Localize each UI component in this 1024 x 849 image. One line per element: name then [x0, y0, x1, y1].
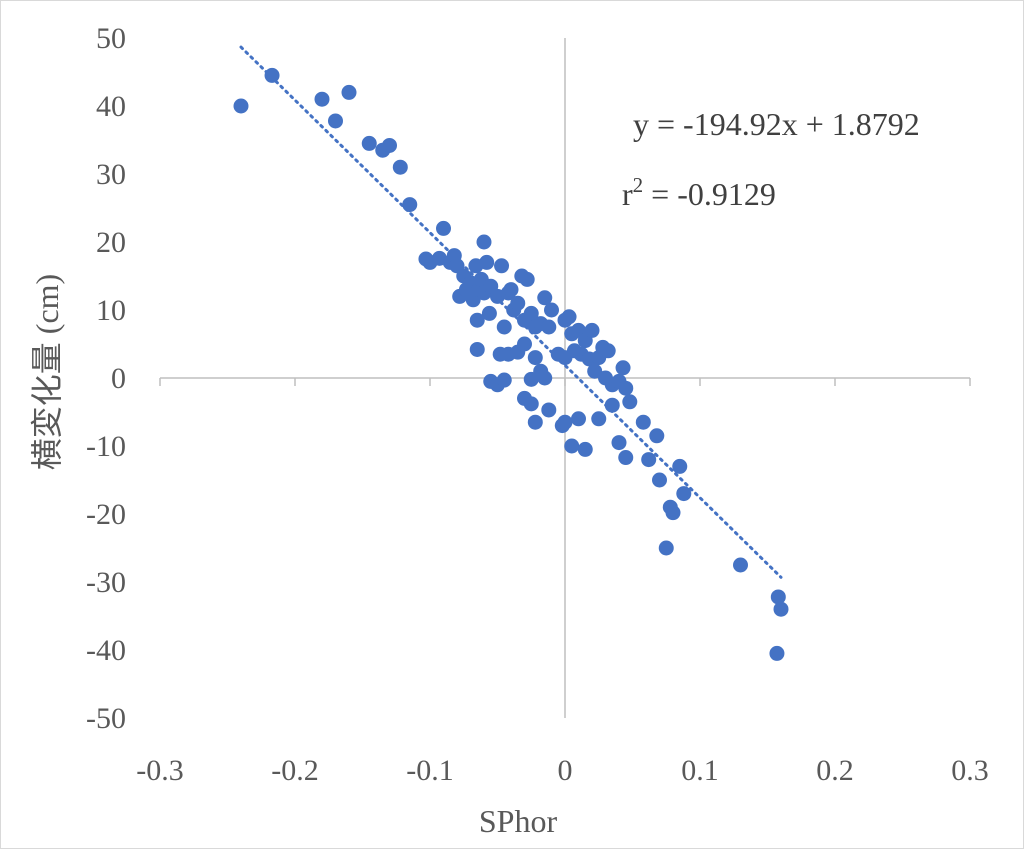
data-point	[519, 271, 535, 287]
y-tick-label: 10	[96, 294, 126, 327]
x-tick-label: 0.1	[681, 754, 719, 787]
data-point	[523, 396, 539, 412]
y-tick-label: 30	[96, 158, 126, 191]
data-point	[264, 67, 280, 83]
data-point	[382, 137, 397, 153]
data-point	[469, 312, 485, 328]
data-point	[571, 411, 586, 427]
data-point	[611, 435, 627, 451]
y-tick-label: -30	[86, 566, 126, 599]
data-point	[233, 98, 249, 114]
data-points	[233, 67, 789, 661]
data-point	[591, 411, 607, 427]
data-point	[564, 438, 580, 454]
data-point	[402, 197, 418, 213]
data-point	[769, 645, 785, 661]
data-point	[517, 336, 532, 352]
data-point	[541, 402, 557, 418]
data-point	[476, 234, 492, 250]
x-tick-label: 0.3	[951, 754, 989, 787]
data-point	[496, 372, 512, 388]
data-point	[557, 350, 573, 366]
data-point	[314, 91, 330, 107]
x-axis-label: SPhor	[479, 803, 558, 839]
data-point	[436, 220, 451, 236]
data-point	[561, 309, 577, 325]
r-squared-label: r2 = -0.9129	[622, 173, 776, 212]
data-point	[503, 282, 519, 298]
x-tick-label: -0.2	[271, 754, 319, 787]
data-point	[496, 319, 512, 335]
data-point	[557, 414, 573, 430]
data-point	[598, 370, 613, 386]
data-point	[537, 290, 553, 306]
data-point	[676, 486, 692, 502]
data-point	[615, 360, 631, 376]
data-point	[770, 589, 786, 605]
y-axis-label: 横変化量 (cm)	[29, 274, 65, 470]
data-point	[658, 540, 674, 556]
data-point	[361, 135, 377, 151]
data-point	[577, 441, 593, 457]
data-point	[618, 380, 634, 396]
data-point	[584, 322, 600, 338]
data-point	[733, 557, 748, 573]
data-point	[618, 450, 634, 466]
y-tick-label: -50	[86, 702, 126, 735]
x-tick-label: 0	[558, 754, 573, 787]
x-tick-label: 0.2	[816, 754, 854, 787]
y-tick-labels: 50 40 30 20 10 0 -10 -20 -30 -40 -50	[86, 22, 126, 735]
data-point	[523, 305, 539, 321]
data-point	[481, 305, 497, 321]
data-point	[635, 414, 651, 430]
data-point	[649, 428, 665, 444]
trendline-equation: y = -194.92x + 1.8792	[633, 106, 920, 142]
data-point	[773, 601, 789, 617]
y-tick-label: 40	[96, 90, 126, 123]
x-tick-label: -0.3	[136, 754, 184, 787]
data-point	[641, 452, 657, 468]
data-point	[600, 343, 616, 359]
data-point	[544, 302, 559, 318]
data-point	[527, 414, 543, 430]
data-point	[510, 295, 526, 311]
data-point	[541, 319, 557, 335]
y-tick-label: -20	[86, 498, 126, 531]
data-point	[537, 370, 553, 386]
data-point	[341, 84, 357, 100]
y-tick-label: 0	[111, 362, 126, 395]
y-tick-label: -10	[86, 430, 126, 463]
data-point	[622, 394, 638, 410]
data-point	[494, 258, 510, 274]
data-point	[652, 472, 667, 488]
data-point	[328, 113, 343, 129]
y-tick-label: -40	[86, 634, 126, 667]
data-point	[587, 363, 603, 379]
x-tick-marks	[159, 378, 971, 386]
axes	[159, 38, 971, 718]
data-point	[479, 254, 495, 270]
data-point	[392, 159, 408, 175]
y-tick-label: 50	[96, 22, 126, 55]
data-point	[672, 458, 688, 474]
data-point	[469, 341, 485, 357]
x-tick-label: -0.1	[406, 754, 454, 787]
x-tick-labels: -0.3 -0.2 -0.1 0 0.1 0.2 0.3	[136, 754, 989, 787]
data-point	[604, 397, 620, 413]
data-point	[665, 505, 681, 521]
data-point	[527, 350, 543, 366]
y-tick-label: 20	[96, 226, 126, 259]
